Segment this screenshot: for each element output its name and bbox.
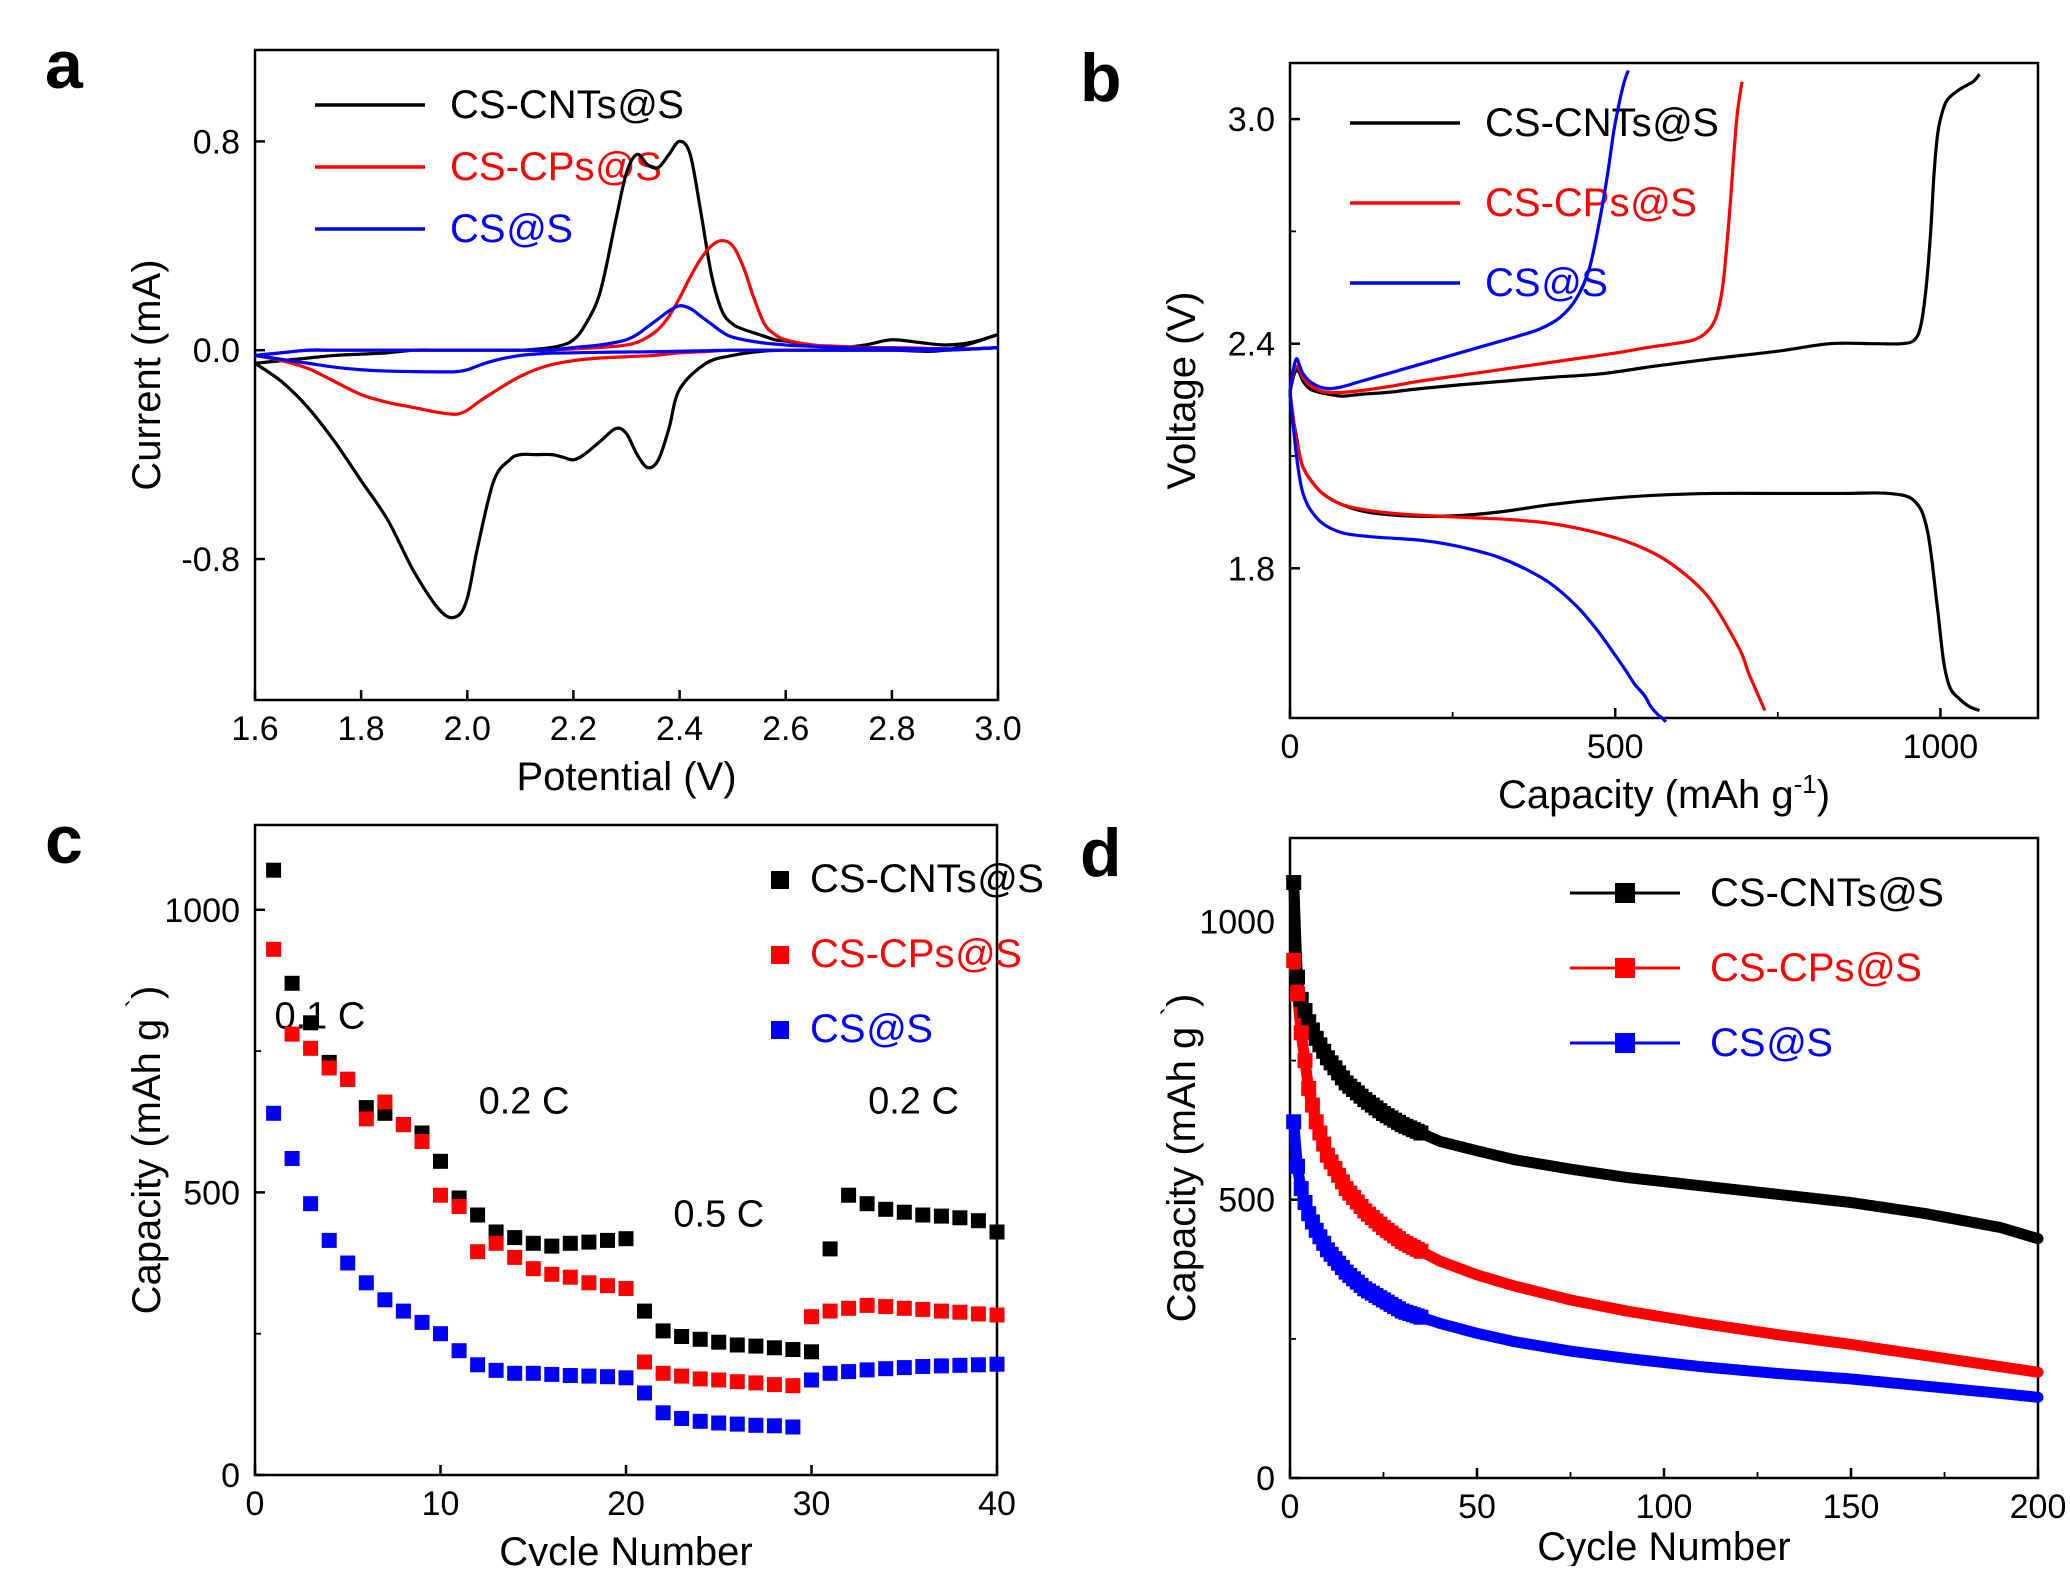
svg-text:Capacity (mAh g `): Capacity (mAh g `) (1156, 994, 1204, 1323)
svg-text:0.2 C: 0.2 C (479, 1080, 570, 1122)
svg-text:Cycle Number: Cycle Number (1537, 1525, 1790, 1566)
svg-text:2.2: 2.2 (550, 710, 597, 748)
svg-text:0: 0 (246, 1485, 265, 1523)
svg-text:CS@S: CS@S (1710, 1021, 1833, 1065)
svg-text:CS-CNTs@S: CS-CNTs@S (450, 83, 684, 127)
svg-text:Cycle Number: Cycle Number (499, 1530, 752, 1566)
svg-text:0.2 C: 0.2 C (868, 1080, 959, 1122)
svg-text:2.4: 2.4 (1228, 326, 1275, 364)
svg-text:2.6: 2.6 (762, 710, 809, 748)
svg-text:500: 500 (1218, 1182, 1275, 1220)
svg-text:CS-CNTs@S: CS-CNTs@S (1710, 871, 1944, 915)
svg-text:2.4: 2.4 (656, 710, 703, 748)
svg-text:Voltage (V): Voltage (V) (1160, 292, 1204, 490)
svg-text:0.5 C: 0.5 C (673, 1193, 764, 1235)
svg-text:CS@S: CS@S (810, 1007, 933, 1051)
svg-text:20: 20 (607, 1485, 645, 1523)
svg-text:CS-CPs@S: CS-CPs@S (1485, 181, 1697, 225)
svg-text:10: 10 (422, 1485, 460, 1523)
svg-text:3.0: 3.0 (1228, 101, 1275, 139)
svg-text:CS-CPs@S: CS-CPs@S (1710, 946, 1922, 990)
svg-text:a: a (45, 27, 84, 103)
svg-text:40: 40 (978, 1485, 1016, 1523)
svg-text:d: d (1080, 815, 1122, 891)
svg-text:3.0: 3.0 (974, 710, 1021, 748)
svg-text:CS-CNTs@S: CS-CNTs@S (1485, 101, 1719, 145)
svg-text:200: 200 (2010, 1488, 2067, 1526)
svg-text:Capacity (mAh g-1): Capacity (mAh g-1) (1498, 769, 1830, 817)
svg-text:CS-CNTs@S: CS-CNTs@S (810, 857, 1044, 901)
svg-text:0: 0 (221, 1457, 240, 1495)
svg-text:Current (mA): Current (mA) (125, 259, 169, 490)
svg-text:0: 0 (1281, 728, 1300, 766)
svg-text:1.8: 1.8 (337, 710, 384, 748)
svg-text:1.6: 1.6 (231, 710, 278, 748)
svg-text:50: 50 (1458, 1488, 1496, 1526)
svg-text:1.8: 1.8 (1228, 550, 1275, 588)
svg-text:CS-CPs@S: CS-CPs@S (810, 932, 1022, 976)
svg-text:0.8: 0.8 (193, 123, 240, 161)
svg-text:1000: 1000 (1199, 904, 1275, 942)
svg-text:1000: 1000 (164, 892, 240, 930)
svg-text:30: 30 (793, 1485, 831, 1523)
svg-text:Capacity (mAh g `): Capacity (mAh g `) (121, 986, 169, 1315)
svg-text:0: 0 (1281, 1488, 1300, 1526)
svg-text:2.0: 2.0 (444, 710, 491, 748)
svg-text:100: 100 (1636, 1488, 1693, 1526)
svg-text:2.8: 2.8 (868, 710, 915, 748)
svg-text:500: 500 (1587, 728, 1644, 766)
svg-text:150: 150 (1823, 1488, 1880, 1526)
svg-text:CS@S: CS@S (450, 207, 573, 251)
svg-text:0.0: 0.0 (193, 332, 240, 370)
svg-text:1000: 1000 (1903, 728, 1979, 766)
svg-text:c: c (45, 802, 83, 878)
svg-text:500: 500 (183, 1174, 240, 1212)
svg-text:Potential (V): Potential (V) (516, 755, 736, 799)
svg-text:0: 0 (1256, 1460, 1275, 1498)
svg-text:-0.8: -0.8 (181, 541, 240, 579)
svg-text:b: b (1080, 40, 1122, 116)
